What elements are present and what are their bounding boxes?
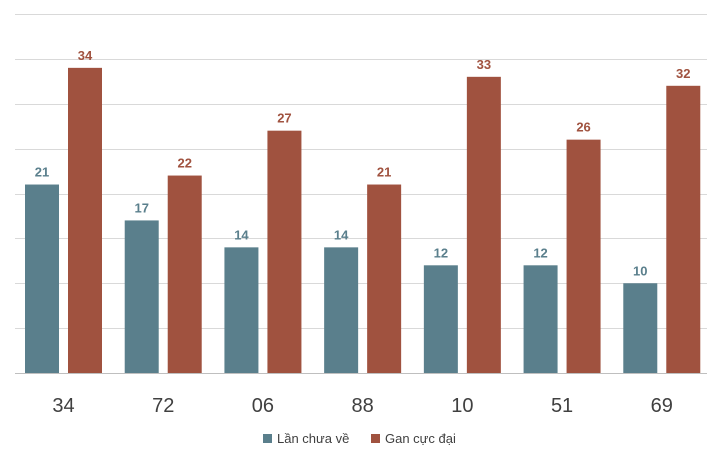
data-label-lan-chua-ve-72: 17 [134,200,148,215]
bar-lan-chua-ve-69 [623,283,658,373]
bar-gan-cuc-dai-10 [466,76,501,373]
legend-label-lan-chua-ve: Lần chưa về [277,431,349,446]
data-label-lan-chua-ve-88: 14 [334,227,349,242]
category-label-69: 69 [651,395,673,417]
gridlines [15,14,707,374]
bar-lan-chua-ve-51 [523,265,558,373]
bar-lan-chua-ve-88 [324,247,359,373]
bar-gan-cuc-dai-69 [666,85,701,374]
category-label-88: 88 [352,395,374,417]
category-label-06: 06 [252,395,274,417]
data-label-lan-chua-ve-06: 14 [234,227,249,242]
bar-series [25,67,701,374]
data-labels: 21 34 17 22 14 27 14 21 12 33 12 26 10 32 [35,48,691,278]
bar-lan-chua-ve-06 [224,247,259,373]
bar-gan-cuc-dai-34 [68,67,102,373]
bar-lan-chua-ve-34 [25,184,59,373]
category-axis-labels: 34 72 06 88 10 51 69 [52,395,673,417]
data-label-gan-cuc-dai-72: 22 [177,156,191,171]
category-label-34: 34 [52,395,74,417]
bar-gan-cuc-dai-88 [367,184,402,373]
legend-swatch-lan-chua-ve [263,434,272,443]
data-label-lan-chua-ve-69: 10 [633,263,647,278]
bar-gan-cuc-dai-06 [267,130,302,373]
data-label-gan-cuc-dai-06: 27 [277,111,291,126]
data-label-gan-cuc-dai-69: 32 [676,66,690,81]
data-label-gan-cuc-dai-51: 26 [576,120,590,135]
legend-swatch-gan-cuc-dai [371,434,380,443]
bar-lan-chua-ve-72 [124,220,159,373]
data-label-gan-cuc-dai-88: 21 [377,165,391,180]
data-label-gan-cuc-dai-34: 34 [78,48,93,63]
data-label-lan-chua-ve-34: 21 [35,165,49,180]
category-label-10: 10 [451,395,473,417]
bar-gan-cuc-dai-51 [566,139,601,373]
data-label-lan-chua-ve-10: 12 [434,245,448,260]
bar-lan-chua-ve-10 [423,265,458,373]
category-label-51: 51 [551,395,573,417]
data-label-lan-chua-ve-51: 12 [533,245,547,260]
data-label-gan-cuc-dai-10: 33 [477,57,491,72]
category-label-72: 72 [152,395,174,417]
legend-label-gan-cuc-dai: Gan cực đại [385,431,456,446]
legend: Lần chưa về Gan cực đại [263,431,456,446]
bar-gan-cuc-dai-72 [167,175,202,373]
